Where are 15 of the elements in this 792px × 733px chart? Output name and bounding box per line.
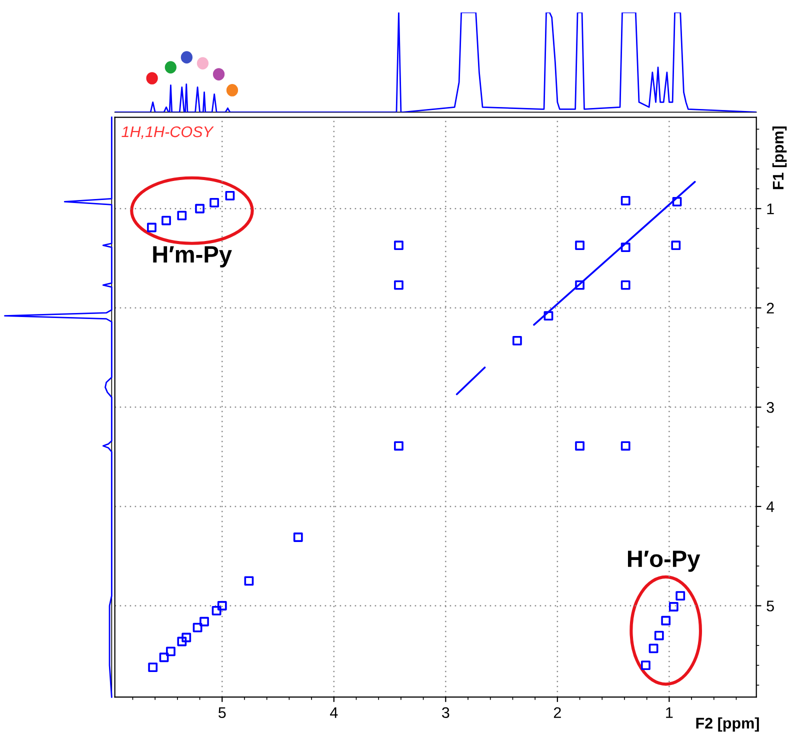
y-tick-label: 5 <box>766 600 774 612</box>
x-tick-label: 5 <box>218 707 226 718</box>
annotation: H′o-Py <box>628 550 700 572</box>
x-axis-title: F2 [ppm] <box>696 717 759 732</box>
x-tick-label: 1 <box>666 707 673 718</box>
x-tick-label: 3 <box>442 707 450 718</box>
x-tick-label: 2 <box>554 707 561 718</box>
annotation: 1H,1H-COSY <box>122 126 214 140</box>
y-axis-title: F1 [ppm] <box>772 126 787 190</box>
y-tick-label: 1 <box>767 204 774 214</box>
y-tick-label: 3 <box>766 402 774 413</box>
x-tick-label: 4 <box>330 707 338 718</box>
y-tick-label: 2 <box>766 302 774 314</box>
y-tick-label: 4 <box>766 501 774 512</box>
annotation: H′m-Py <box>153 246 232 268</box>
